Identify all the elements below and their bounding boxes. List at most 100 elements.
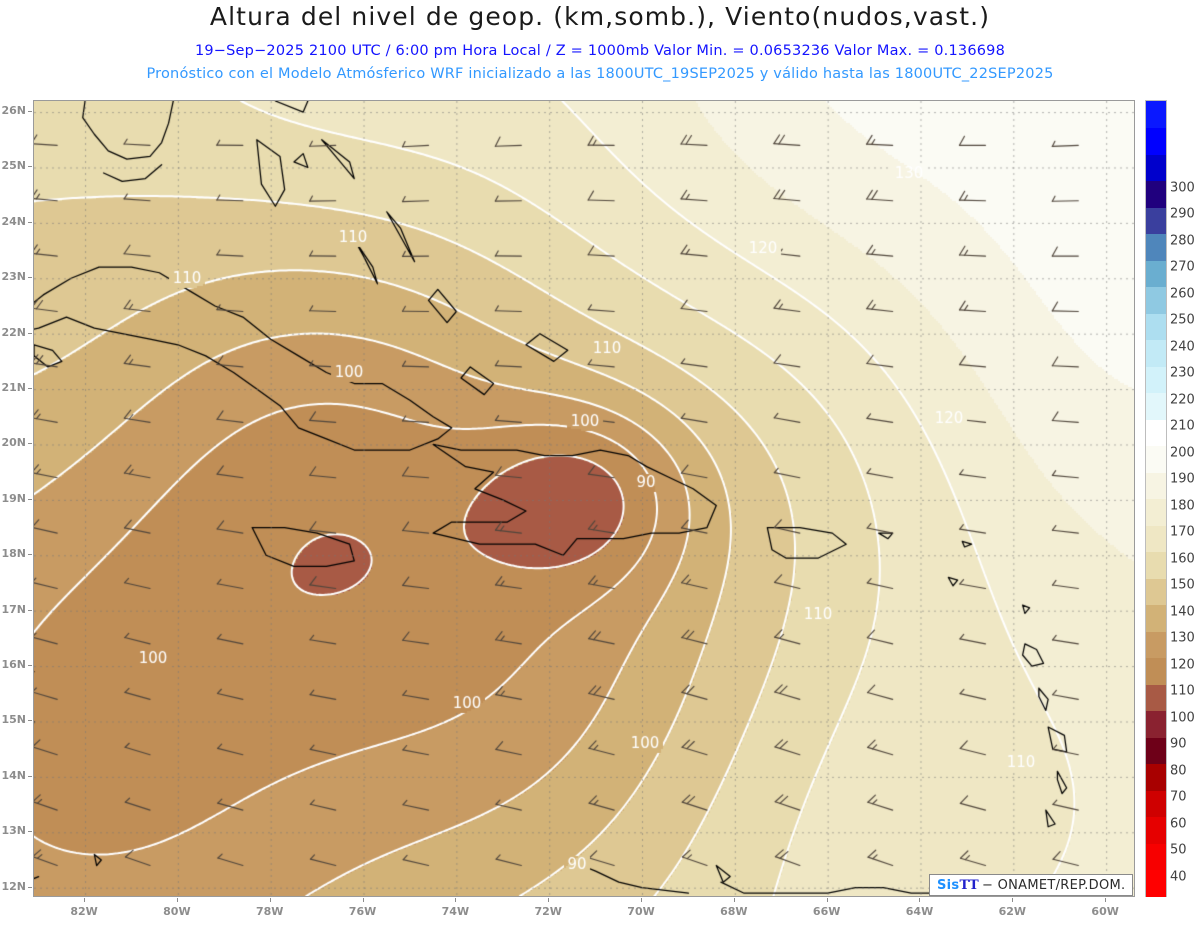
- colorbar-tick-label: 60: [1170, 816, 1187, 831]
- colorbar-band: [1146, 737, 1166, 765]
- colorbar-band: [1146, 843, 1166, 871]
- longitude-tick-label: 60W: [1091, 905, 1119, 918]
- colorbar-tick-label: 100: [1170, 710, 1195, 725]
- colorbar-band: [1146, 339, 1166, 367]
- sistt-logo: SisTT: [937, 878, 979, 893]
- colorbar-band: [1146, 525, 1166, 553]
- page-title: Altura del nivel de geop. (km,somb.), Vi…: [209, 2, 991, 31]
- longitude-tick-label: 64W: [905, 905, 934, 918]
- latitude-tick-mark: [28, 886, 32, 888]
- colorbar-tick-label: 260: [1170, 286, 1195, 301]
- latitude-tick-label: 12N: [1, 879, 26, 893]
- latitude-tick-label: 17N: [1, 602, 26, 616]
- colorbar-band: [1146, 127, 1166, 155]
- colorbar-band: [1146, 631, 1166, 659]
- longitude-tick-label: 72W: [534, 905, 562, 918]
- colorbar-tick-label: 240: [1170, 339, 1195, 354]
- colorbar-band: [1146, 551, 1166, 579]
- colorbar-tick-label: 280: [1170, 233, 1195, 248]
- colorbar-band: [1146, 366, 1166, 394]
- latitude-tick-mark: [28, 498, 32, 500]
- colorbar-tick-label: 80: [1170, 763, 1187, 778]
- latitude-tick-mark: [28, 609, 32, 611]
- longitude-tick-mark: [826, 898, 828, 902]
- colorbar-tick-label: 190: [1170, 471, 1195, 487]
- latitude-tick-label: 25N: [1, 159, 26, 173]
- colorbar-band: [1146, 498, 1166, 526]
- colorbar-band: [1146, 578, 1166, 606]
- longitude-tick-mark: [1105, 898, 1107, 902]
- colorbar-band: [1146, 313, 1166, 341]
- longitude-tick-mark: [84, 898, 86, 902]
- colorbar-tick-label: 160: [1170, 551, 1195, 566]
- longitude-tick-label: 80W: [163, 905, 191, 918]
- colorbar-band: [1146, 869, 1166, 897]
- colorbar-band: [1146, 180, 1166, 208]
- colorbar-tick-label: 110: [1170, 683, 1195, 699]
- longitude-tick-label: 74W: [441, 905, 470, 918]
- latitude-tick-mark: [28, 665, 32, 667]
- colorbar-band: [1146, 684, 1166, 712]
- colorbar-band: [1146, 207, 1166, 235]
- latitude-tick-label: 23N: [1, 270, 26, 284]
- colorbar-tick-label: 180: [1170, 498, 1195, 513]
- colorbar-tick-label: 200: [1170, 445, 1195, 460]
- subtitle-model-info: Pronóstico con el Modelo Atmósferico WRF…: [146, 66, 1054, 82]
- colorbar-tick-label: 210: [1170, 418, 1195, 434]
- colorbar-band: [1146, 154, 1166, 182]
- longitude-tick-label: 76W: [348, 905, 377, 918]
- subtitle-valid-time: 19−Sep−2025 2100 UTC / 6:00 pm Hora Loca…: [194, 43, 1006, 59]
- colorbar-tick-label: 230: [1170, 365, 1195, 381]
- logo-pi-icon: TT: [959, 877, 979, 893]
- longitude-tick-mark: [362, 898, 364, 902]
- colorbar-band: [1146, 260, 1166, 288]
- longitude-tick-mark: [1012, 898, 1014, 902]
- latitude-tick-mark: [28, 221, 32, 223]
- latitude-tick-mark: [28, 554, 32, 556]
- latitude-tick-mark: [28, 388, 32, 390]
- latitude-tick-mark: [28, 775, 32, 777]
- latitude-tick-label: 13N: [1, 824, 26, 838]
- colorbar-tick-label: 140: [1170, 604, 1195, 619]
- colorbar-band: [1146, 763, 1166, 791]
- colorbar-band: [1146, 233, 1166, 261]
- longitude-tick-label: 70W: [627, 905, 655, 918]
- longitude-tick-label: 62W: [998, 905, 1027, 918]
- colorbar-band: [1146, 790, 1166, 818]
- map-plot-area[interactable]: [33, 100, 1135, 897]
- colorbar-band: [1146, 710, 1166, 738]
- colorbar-band: [1146, 604, 1166, 632]
- colorbar-tick-label: 220: [1170, 392, 1195, 407]
- longitude-tick-mark: [919, 898, 921, 902]
- latitude-tick-label: 26N: [1, 104, 26, 118]
- colorbar-tick-label: 70: [1170, 789, 1187, 805]
- latitude-tick-mark: [28, 166, 32, 168]
- longitude-tick-mark: [455, 898, 457, 902]
- colorbar-band: [1146, 392, 1166, 420]
- geopotential-height-map: [34, 101, 1134, 896]
- title-block: Altura del nivel de geop. (km,somb.), Vi…: [0, 0, 1200, 96]
- colorbar-tick-label: 130: [1170, 630, 1195, 646]
- latitude-tick-label: 22N: [1, 325, 26, 339]
- colorbar-tick-label: 290: [1170, 206, 1195, 222]
- latitude-tick-label: 19N: [1, 491, 26, 505]
- colorbar-band: [1146, 816, 1166, 844]
- latitude-tick-mark: [28, 332, 32, 334]
- latitude-tick-label: 24N: [1, 214, 26, 228]
- latitude-tick-label: 18N: [1, 547, 26, 561]
- colorbar[interactable]: [1145, 100, 1167, 897]
- colorbar-tick-label: 40: [1170, 869, 1187, 884]
- latitude-tick-mark: [28, 443, 32, 445]
- colorbar-band: [1146, 101, 1166, 129]
- colorbar-band: [1146, 286, 1166, 314]
- colorbar-tick-label: 250: [1170, 312, 1195, 328]
- longitude-tick-label: 66W: [812, 905, 841, 918]
- longitude-tick-label: 82W: [70, 905, 98, 918]
- latitude-tick-label: 21N: [1, 381, 26, 395]
- longitude-tick-mark: [733, 898, 735, 902]
- latitude-tick-mark: [28, 277, 32, 279]
- colorbar-tick-label: 150: [1170, 577, 1195, 593]
- colorbar-tick-label: 300: [1170, 180, 1195, 195]
- longitude-tick-mark: [548, 898, 550, 902]
- longitude-tick-mark: [269, 898, 271, 902]
